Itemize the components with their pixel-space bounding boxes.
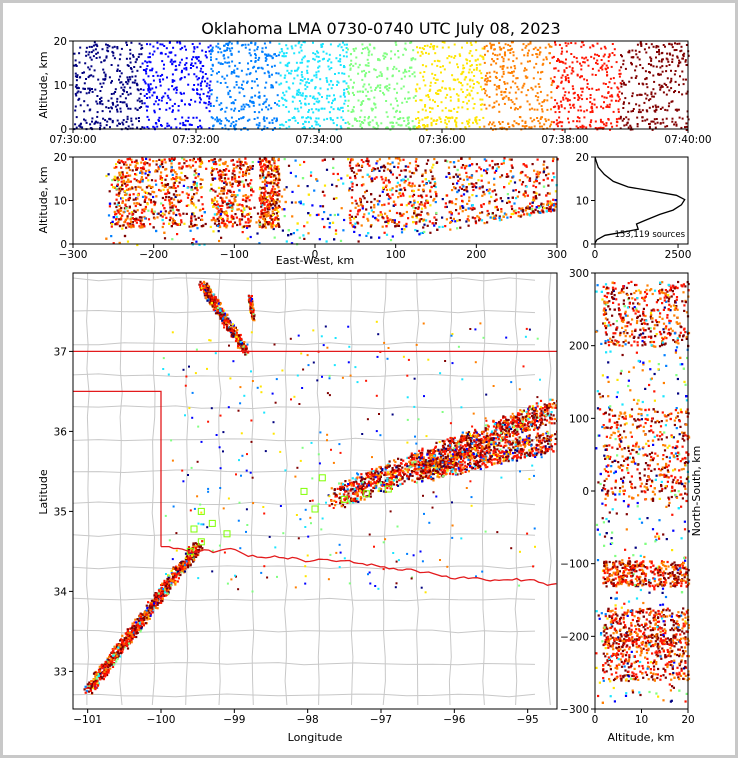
- ns-tick-label: 200: [569, 341, 589, 353]
- figure-frame: Oklahoma LMA 0730-0740 UTC July 08, 2023…: [3, 3, 735, 755]
- longitude-tick-label: −95: [517, 714, 539, 726]
- station-marker: [340, 495, 348, 503]
- ns-tick-label: −200: [560, 631, 589, 643]
- ew-height-xlabel: East-West, km: [276, 254, 354, 267]
- plan-view-panel: −101 −100 −99 −98 −97 −96 −95 33 34 35 36 37 Longit…: [37, 272, 558, 744]
- ns-tick-label: 300: [569, 268, 589, 280]
- station-marker: [223, 530, 231, 538]
- altitude-tick-label: 0: [60, 124, 67, 136]
- count-tick-label: 2500: [665, 249, 692, 261]
- histogram-source-count: 153,119 sources: [614, 230, 685, 240]
- ns-tick-label: 100: [569, 413, 589, 425]
- ew-tick-label: 300: [547, 249, 567, 261]
- latitude-tick-label: 34: [54, 586, 68, 598]
- altitude-tick-label: 20: [54, 152, 67, 164]
- station-marker: [384, 485, 392, 493]
- station-marker: [197, 507, 205, 515]
- longitude-tick-label: −96: [443, 714, 465, 726]
- latitude-tick-label: 37: [54, 346, 67, 358]
- altitude-histogram-panel: 0 2500 0 10 20 153,119 sources: [576, 152, 692, 261]
- longitude-tick-label: −99: [223, 714, 245, 726]
- figure-title: Oklahoma LMA 0730-0740 UTC July 08, 2023: [201, 19, 560, 38]
- time-tick-label: 07:36:00: [418, 134, 465, 146]
- ew-height-points: [105, 157, 559, 247]
- histogram-axes: 0 2500 0 10 20: [576, 152, 692, 261]
- altitude-tick-label: 0: [60, 239, 67, 251]
- ew-height-axes: −300 −200 −100 0 100 200 300 0 10 20: [54, 152, 567, 261]
- time-tick-label: 07:38:00: [541, 134, 588, 146]
- station-marker: [197, 538, 205, 546]
- longitude-tick-label: −101: [73, 714, 102, 726]
- plan-view-ylabel: Latitude: [37, 469, 50, 515]
- county-lines: [73, 273, 552, 706]
- panhandle-border: [73, 390, 162, 547]
- station-marker: [318, 474, 326, 482]
- station-marker: [362, 490, 370, 498]
- altitude-tick-label: 10: [635, 714, 648, 726]
- ns-tick-label: −100: [560, 559, 589, 571]
- altitude-tick-label: 0: [582, 239, 589, 251]
- longitude-tick-label: −98: [297, 714, 319, 726]
- time-height-axes: 07:30:00 07:32:00 07:34:00 07:36:00 07:38:00…: [49, 36, 711, 146]
- ns-tick-label: 0: [582, 486, 589, 498]
- time-tick-label: 07:34:00: [295, 134, 342, 146]
- latitude-tick-label: 36: [54, 426, 68, 438]
- ew-tick-label: 200: [466, 249, 486, 261]
- ns-tick-label: −300: [560, 704, 589, 716]
- time-tick-label: 07:32:00: [172, 134, 219, 146]
- station-markers: [186, 474, 392, 555]
- count-tick-label: 0: [592, 249, 599, 261]
- time-height-points: [73, 41, 690, 131]
- ns-height-axes: 0 10 20 −300 −200 −100 0 100 200 300: [560, 268, 695, 726]
- ew-tick-label: −200: [139, 249, 168, 261]
- plan-view-axes: −101 −100 −99 −98 −97 −96 −95 33 34 35 36 37: [54, 346, 539, 726]
- ns-height-panel: 0 10 20 −300 −200 −100 0 100 200 300 Altitude, km…: [560, 268, 703, 744]
- ns-height-xlabel: Altitude, km: [607, 731, 674, 744]
- altitude-tick-label: 20: [576, 152, 589, 164]
- plan-view-points: [83, 280, 557, 695]
- altitude-tick-label: 10: [54, 80, 67, 92]
- ew-tick-label: −100: [220, 249, 249, 261]
- time-tick-label: 07:30:00: [49, 134, 96, 146]
- ns-height-ylabel: North-South, km: [690, 446, 703, 537]
- ns-height-points: [595, 280, 691, 704]
- station-marker: [208, 519, 216, 527]
- time-tick-label: 07:40:00: [664, 134, 711, 146]
- ew-tick-label: −300: [59, 249, 88, 261]
- figure: Oklahoma LMA 0730-0740 UTC July 08, 2023…: [37, 19, 712, 744]
- plan-view-xlabel: Longitude: [288, 731, 343, 744]
- histogram-line: [594, 156, 686, 244]
- altitude-tick-label: 10: [576, 196, 589, 208]
- altitude-tick-label: 10: [54, 196, 67, 208]
- longitude-tick-label: −97: [370, 714, 392, 726]
- ew-tick-label: 100: [386, 249, 406, 261]
- time-height-ylabel: Altitude, km: [37, 51, 50, 118]
- station-marker: [190, 525, 198, 533]
- altitude-tick-label: 0: [592, 714, 599, 726]
- red-river-border: [161, 545, 557, 586]
- time-height-panel: 07:30:00 07:32:00 07:34:00 07:36:00 07:38:00…: [37, 36, 712, 146]
- altitude-tick-label: 20: [54, 36, 67, 48]
- station-marker: [300, 487, 308, 495]
- station-marker: [311, 505, 319, 513]
- state-borders: [73, 350, 557, 586]
- longitude-tick-label: −100: [147, 714, 176, 726]
- ew-tick-label: 0: [312, 249, 319, 261]
- latitude-tick-label: 35: [54, 506, 67, 518]
- plan-view-frame: [72, 272, 558, 710]
- ew-height-ylabel: Altitude, km: [37, 166, 50, 233]
- ew-height-panel: −300 −200 −100 0 100 200 300 0 10 20 East-West, k…: [37, 152, 567, 267]
- latitude-tick-label: 33: [54, 666, 67, 678]
- altitude-tick-label: 20: [681, 714, 694, 726]
